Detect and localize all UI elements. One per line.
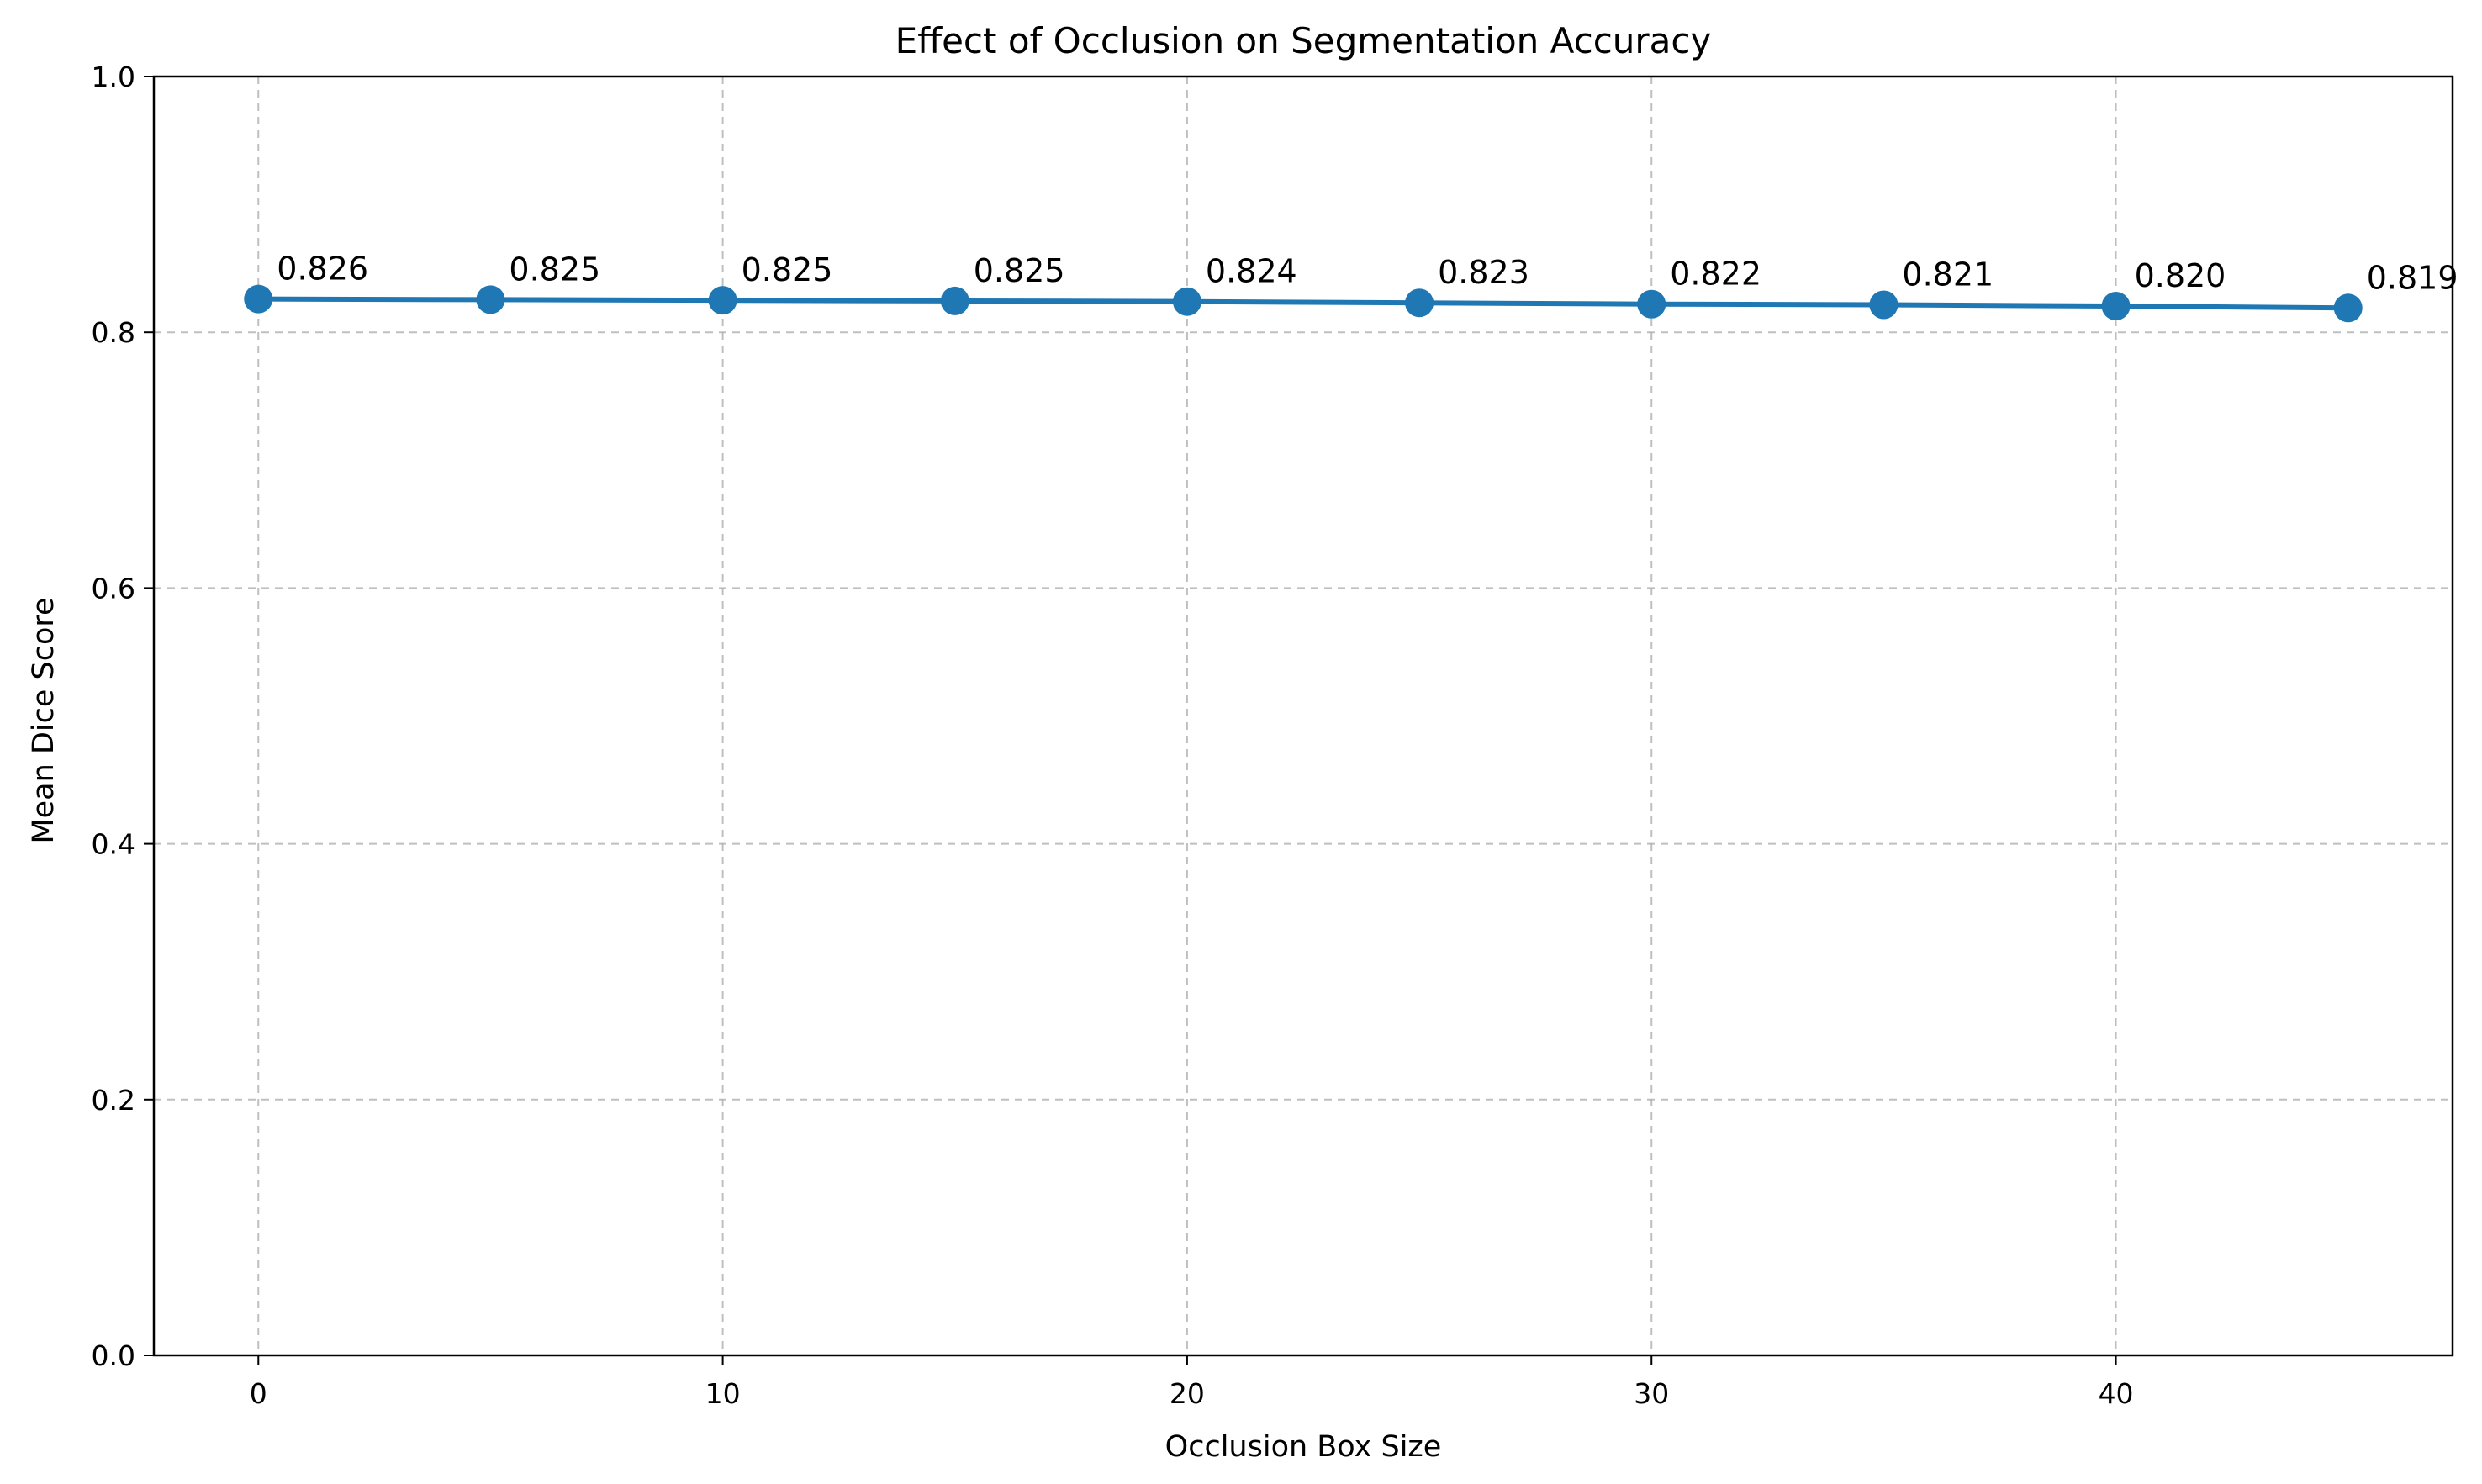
data-label: 0.820 <box>2135 257 2226 294</box>
data-label: 0.825 <box>974 252 1065 289</box>
data-label: 0.825 <box>742 251 833 288</box>
y-tick-label: 0.0 <box>92 1339 135 1372</box>
data-point <box>1405 288 1434 318</box>
grid-lines <box>154 77 2453 1355</box>
series-markers <box>244 284 2363 323</box>
x-tick-label: 40 <box>2099 1377 2134 1410</box>
y-tick-label: 1.0 <box>92 61 135 93</box>
y-tick-label: 0.8 <box>92 316 135 349</box>
data-point <box>708 286 737 315</box>
data-point <box>476 285 505 314</box>
y-axis-label: Mean Dice Score <box>27 597 61 843</box>
data-label: 0.825 <box>509 251 600 288</box>
y-tick-label: 0.6 <box>92 572 135 605</box>
data-point <box>1172 287 1201 316</box>
x-axis-label: Occlusion Box Size <box>1165 1430 1442 1464</box>
y-tick-label: 0.2 <box>92 1084 135 1117</box>
x-tick-label: 30 <box>1634 1377 1669 1410</box>
series-line <box>256 296 2351 311</box>
data-label: 0.821 <box>1902 256 1994 293</box>
y-axis-ticks: 0.0 0.2 0.4 0.6 0.8 1.0 <box>92 61 154 1372</box>
data-point <box>1869 290 1898 320</box>
data-label: 0.822 <box>1670 256 1761 293</box>
x-tick-label: 0 <box>250 1377 267 1410</box>
data-point <box>940 286 969 315</box>
plot-frame <box>152 75 2454 1357</box>
data-label: 0.823 <box>1438 254 1529 291</box>
chart-title: Effect of Occlusion on Segmentation Accu… <box>895 20 1712 61</box>
data-labels: 0.826 0.825 0.825 0.825 0.824 0.823 0.822 0.821… <box>277 251 2458 297</box>
data-point <box>1637 289 1666 319</box>
y-tick-label: 0.4 <box>92 828 135 861</box>
series-polyline <box>256 296 2351 311</box>
data-point <box>2333 293 2363 323</box>
x-tick-label: 20 <box>1170 1377 1205 1410</box>
x-axis-ticks: 0 10 20 30 40 <box>250 1355 2134 1410</box>
x-tick-label: 10 <box>705 1377 741 1410</box>
data-label: 0.826 <box>277 251 368 288</box>
data-point <box>244 284 273 314</box>
data-label: 0.824 <box>1206 253 1297 290</box>
data-label: 0.819 <box>2367 259 2458 296</box>
data-point <box>2101 292 2131 321</box>
